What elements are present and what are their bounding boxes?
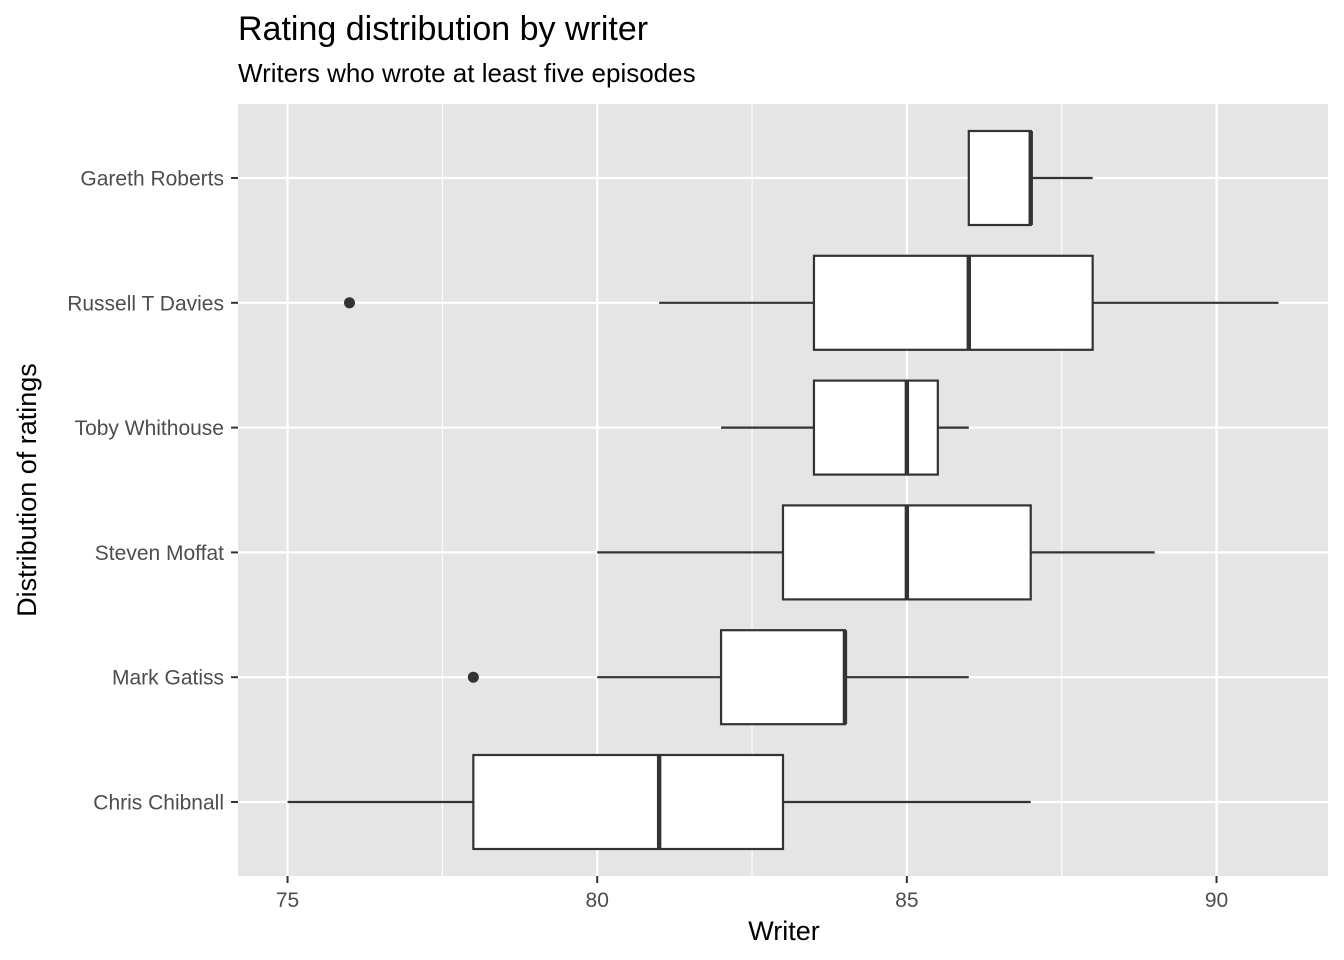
- axes-layer: 75 80 85 90 Gareth Roberts Russell T Davies To…: [67, 168, 1228, 913]
- x-tick-label: 85: [895, 889, 918, 912]
- box-toby-whithouse: [721, 379, 969, 476]
- box-russell-t-davies: [343, 254, 1279, 351]
- iqr-box: [719, 629, 847, 726]
- outlier-point: [343, 297, 355, 309]
- y-tick-label: Toby Whithouse: [75, 417, 224, 440]
- box-steven-moffat: [597, 504, 1155, 601]
- y-tick-label: Mark Gatiss: [112, 667, 224, 690]
- outlier-point: [467, 671, 479, 683]
- y-tick-label: Gareth Roberts: [80, 168, 224, 191]
- iqr-box: [472, 753, 785, 851]
- y-tick-label: Russell T Davies: [67, 292, 224, 315]
- x-tick-label: 80: [586, 889, 609, 912]
- box-gareth-roberts: [967, 129, 1093, 227]
- y-tick-label: Steven Moffat: [95, 542, 224, 565]
- iqr-box: [812, 254, 1094, 351]
- plot-panel: [238, 104, 1328, 876]
- chart-subtitle: Writers who wrote at least five episodes: [238, 58, 696, 88]
- x-tick-label: 90: [1205, 889, 1228, 912]
- y-tick-label: Chris Chibnall: [93, 792, 224, 815]
- y-axis-title: Distribution of ratings: [12, 363, 42, 617]
- box-chris-chibnall: [287, 753, 1031, 851]
- box-mark-gatiss: [467, 629, 969, 726]
- chart-title: Rating distribution by writer: [238, 10, 648, 48]
- iqr-box: [812, 379, 939, 476]
- x-axis-title: Writer: [748, 916, 820, 946]
- iqr-box: [967, 129, 1032, 227]
- x-tick-label: 75: [276, 889, 299, 912]
- boxes-layer: [287, 129, 1279, 851]
